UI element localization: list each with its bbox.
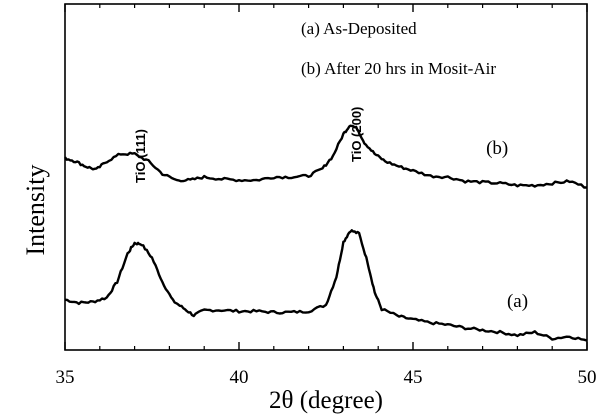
legend: (a) As-Deposited (b) After 20 hrs in Mos…: [301, 19, 496, 78]
x-tick-label: 45: [404, 367, 423, 388]
series-group: [63, 124, 588, 342]
series-line-a: [64, 229, 588, 342]
x-tick-label: 35: [56, 367, 75, 388]
x-axis-label: 2θ (degree): [269, 387, 383, 414]
series-line-b: [63, 124, 587, 189]
legend-entry-a: (a) As-Deposited: [301, 19, 417, 38]
x-ticks: [64, 4, 588, 350]
series-labels: (a) (b): [486, 138, 528, 312]
x-tick-labels: 35 40 45 50: [56, 367, 597, 388]
x-tick-label: 50: [578, 367, 597, 388]
series-label-b: (b): [486, 138, 508, 159]
series-label-a: (a): [507, 291, 528, 312]
peak-annotation: TiO (200): [349, 107, 364, 162]
y-axis-label: Intensity: [21, 165, 50, 256]
plot-frame: [64, 3, 588, 351]
x-tick-label: 40: [230, 367, 249, 388]
peak-annotations: TiO (111) TiO (200): [133, 107, 364, 183]
legend-entry-b: (b) After 20 hrs in Mosit-Air: [301, 59, 496, 78]
peak-annotation: TiO (111): [133, 129, 148, 183]
